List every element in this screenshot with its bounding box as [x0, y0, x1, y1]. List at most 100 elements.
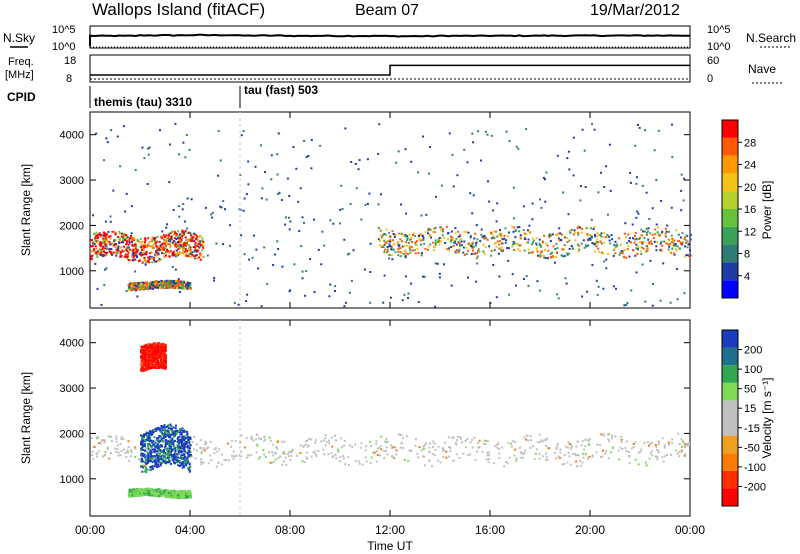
heatmap-cell: [189, 246, 192, 249]
heatmap-cell: [127, 440, 130, 443]
heatmap-cell: [445, 456, 448, 459]
heatmap-cell: [198, 235, 201, 238]
heatmap-cell: [572, 136, 575, 139]
heatmap-cell: [455, 243, 458, 246]
heatmap-cell: [404, 256, 407, 259]
heatmap-cell: [331, 445, 334, 448]
heatmap-cell: [95, 231, 98, 234]
heatmap-cell: [392, 243, 395, 246]
heatmap-cell: [422, 445, 425, 448]
heatmap-cell: [188, 446, 191, 449]
heatmap-cell: [395, 161, 398, 164]
heatmap-cell: [346, 253, 349, 256]
heatmap-cell: [177, 452, 180, 455]
heatmap-cell: [649, 232, 652, 235]
heatmap-cell: [174, 449, 177, 452]
heatmap-cell: [152, 450, 155, 453]
heatmap-cell: [164, 348, 167, 350]
heatmap-cell: [190, 239, 192, 242]
heatmap-cell: [96, 455, 99, 458]
heatmap-cell: [187, 466, 190, 469]
heatmap-cell: [120, 241, 123, 244]
heatmap-cell: [106, 246, 109, 249]
heatmap-cell: [598, 250, 601, 253]
heatmap-cell: [654, 444, 657, 446]
heatmap-cell: [327, 453, 330, 456]
heatmap-cell: [295, 454, 298, 457]
heatmap-cell: [149, 453, 152, 456]
heatmap-cell: [166, 248, 168, 251]
heatmap-cell: [445, 225, 448, 228]
heatmap-cell: [175, 285, 178, 288]
heatmap-cell: [600, 242, 603, 245]
heatmap-cell: [516, 226, 519, 229]
heatmap-cell: [97, 436, 99, 438]
heatmap-cell: [514, 230, 517, 233]
heatmap-cell: [668, 230, 671, 233]
heatmap-cell: [162, 429, 165, 432]
heatmap-cell: [540, 439, 543, 442]
heatmap-cell: [192, 238, 194, 240]
heatmap-cell: [173, 237, 176, 240]
heatmap-cell: [438, 276, 441, 279]
heatmap-cell: [144, 461, 147, 464]
heatmap-cell: [339, 222, 342, 225]
heatmap-cell: [495, 296, 498, 299]
heatmap-cell: [163, 459, 165, 462]
heatmap-cell: [417, 301, 420, 303]
heatmap-cell: [170, 236, 173, 239]
heatmap-cell: [183, 448, 186, 451]
heatmap-cell: [194, 257, 196, 260]
heatmap-cell: [124, 452, 127, 454]
heatmap-cell: [688, 444, 691, 446]
heatmap-cell: [671, 441, 674, 444]
heatmap-cell: [167, 490, 169, 492]
heatmap-cell: [550, 256, 552, 259]
heatmap-cell: [513, 454, 516, 457]
heatmap-cell: [193, 249, 196, 252]
heatmap-cell: [559, 451, 562, 454]
heatmap-cell: [421, 235, 424, 237]
heatmap-cell: [202, 449, 205, 451]
heatmap-cell: [312, 451, 315, 454]
heatmap-cell: [517, 243, 520, 246]
heatmap-cell: [424, 464, 426, 467]
heatmap-cell: [144, 245, 146, 248]
heatmap-cell: [146, 283, 149, 286]
heatmap-cell: [633, 235, 636, 237]
heatmap-cell: [334, 285, 337, 288]
heatmap-cell: [463, 230, 466, 233]
heatmap-cell: [639, 250, 642, 253]
heatmap-cell: [536, 280, 539, 283]
heatmap-cell: [410, 245, 413, 248]
heatmap-cell: [178, 205, 180, 208]
heatmap-cell: [245, 193, 248, 196]
heatmap-cell: [628, 455, 630, 458]
heatmap-cell: [146, 352, 149, 355]
heatmap-cell: [440, 240, 443, 243]
heatmap-cell: [143, 346, 146, 349]
heatmap-cell: [150, 455, 153, 458]
heatmap-cell: [573, 229, 576, 232]
heatmap-cell: [670, 454, 673, 456]
heatmap-cell: [571, 453, 574, 455]
heatmap-cell: [156, 350, 159, 353]
heatmap-cell: [150, 367, 153, 369]
heatmap-cell: [405, 212, 408, 215]
heatmap-cell: [123, 233, 126, 235]
heatmap-cell: [457, 252, 460, 255]
heatmap-cell: [668, 443, 670, 446]
heatmap-cell: [131, 492, 134, 495]
heatmap-cell: [600, 171, 602, 174]
heatmap-cell: [309, 258, 312, 261]
heatmap-cell: [150, 433, 153, 436]
heatmap-cell: [527, 248, 530, 251]
heatmap-cell: [148, 349, 151, 352]
heatmap-cell: [175, 461, 178, 464]
heatmap-cell: [181, 463, 184, 466]
heatmap-cell: [153, 240, 156, 243]
nave-tick-bottom: 0: [707, 73, 713, 85]
heatmap-cell: [469, 243, 472, 246]
heatmap-cell: [112, 251, 115, 254]
heatmap-cell: [169, 443, 172, 445]
